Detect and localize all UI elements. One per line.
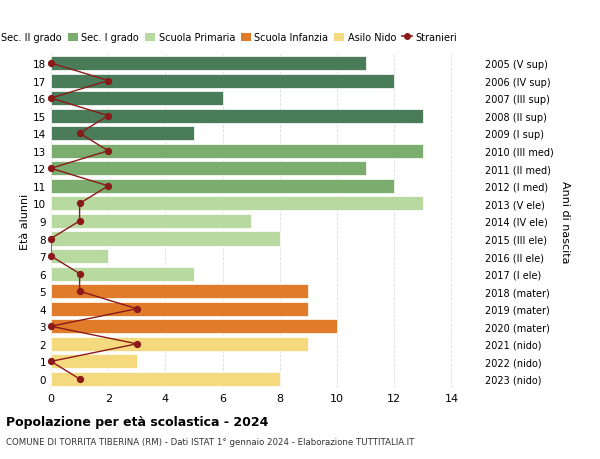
Bar (51, 250, 108, 263)
Bar (51, 74, 394, 88)
Bar (51, 302, 308, 316)
Bar (51, 92, 223, 106)
Bar (51, 319, 337, 334)
Bar (51, 354, 137, 369)
Bar (51, 232, 280, 246)
Legend: Sec. II grado, Sec. I grado, Scuola Primaria, Scuola Infanzia, Asilo Nido, Stran: Sec. II grado, Sec. I grado, Scuola Prim… (0, 29, 461, 47)
Bar (51, 162, 365, 176)
Point (46, 358, 56, 365)
Point (75, 288, 85, 295)
Point (103, 148, 113, 155)
Point (46, 235, 56, 243)
Point (46, 323, 56, 330)
Point (132, 341, 142, 348)
Bar (51, 197, 423, 211)
Bar (51, 337, 308, 351)
Point (103, 183, 113, 190)
Bar (51, 372, 280, 386)
Point (46, 253, 56, 260)
Point (46, 60, 56, 67)
Point (46, 165, 56, 173)
Point (75, 270, 85, 278)
Point (75, 200, 85, 207)
Bar (51, 179, 394, 193)
Bar (51, 267, 194, 281)
Text: Popolazione per età scolastica - 2024: Popolazione per età scolastica - 2024 (6, 415, 268, 428)
Y-axis label: Età alunni: Età alunni (20, 193, 30, 250)
Point (75, 218, 85, 225)
Text: COMUNE DI TORRITA TIBERINA (RM) - Dati ISTAT 1° gennaio 2024 - Elaborazione TUTT: COMUNE DI TORRITA TIBERINA (RM) - Dati I… (6, 437, 415, 446)
Point (75, 130, 85, 138)
Bar (51, 285, 308, 298)
Bar (51, 145, 423, 158)
Bar (51, 109, 423, 123)
Point (103, 113, 113, 120)
Bar (51, 127, 194, 141)
Bar (51, 57, 365, 71)
Point (103, 78, 113, 85)
Bar (51, 214, 251, 229)
Point (132, 305, 142, 313)
Point (75, 375, 85, 383)
Point (46, 95, 56, 102)
Y-axis label: Anni di nascita: Anni di nascita (560, 180, 570, 263)
